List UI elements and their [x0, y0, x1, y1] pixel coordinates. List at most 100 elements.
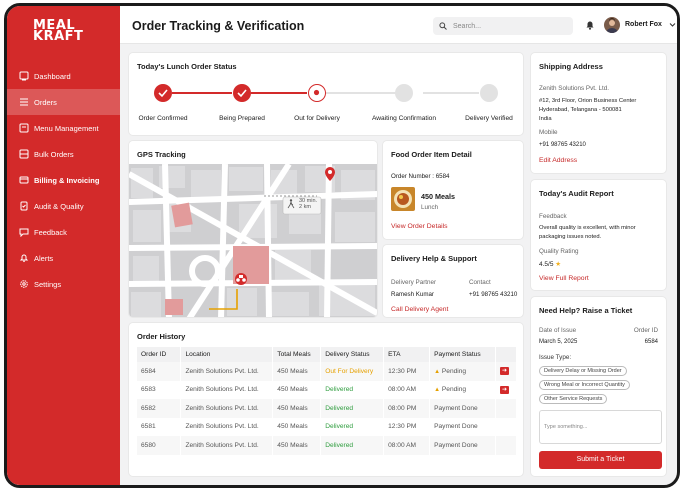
view-order-details-link[interactable]: View Order Details	[391, 223, 448, 230]
row-action-cell: ➜	[495, 362, 518, 381]
star-icon: ★	[555, 261, 562, 268]
sidebar-item-alerts[interactable]: Alerts	[7, 245, 120, 271]
ticket-textarea[interactable]: Type something...	[539, 410, 662, 444]
step-label: Delivery Verified	[465, 115, 513, 122]
call-delivery-agent-link[interactable]: Call Delivery Agent	[391, 306, 449, 313]
submit-ticket-button[interactable]: Submit a Ticket	[539, 451, 662, 469]
location-cell: Zenith Solutions Pvt. Ltd.	[180, 417, 274, 436]
search-input[interactable]: Search...	[433, 17, 573, 35]
eta-cell: 08:00 AM	[383, 436, 431, 455]
audit-report-card: Today's Audit Report Feedback Overall qu…	[530, 179, 667, 291]
menu-icon	[19, 123, 29, 133]
location-cell: Zenith Solutions Pvt. Ltd.	[180, 436, 274, 455]
sidebar: MEAL KRAFT Dashboard Orders Menu Manageme…	[7, 6, 120, 485]
sidebar-item-label: Billing & Invoicing	[34, 175, 100, 185]
table-row[interactable]: 6584 Zenith Solutions Pvt. Ltd. 450 Meal…	[137, 362, 518, 381]
order-history-table: Order ID Location Total Meals Delivery S…	[137, 347, 518, 455]
top-bar: Order Tracking & Verification Search... …	[120, 6, 677, 44]
sidebar-item-settings[interactable]: Settings	[7, 271, 120, 297]
eta-label: 30 min. 2 km	[299, 198, 318, 210]
sidebar-item-label: Orders	[34, 97, 57, 107]
order-id-value: 6584	[644, 339, 658, 345]
order-status-title: Today's Lunch Order Status	[137, 62, 237, 71]
billing-icon	[19, 176, 29, 184]
warning-icon: ▲	[434, 387, 441, 394]
quality-rating: 4.5/5 ★	[539, 261, 562, 268]
row-action-cell	[495, 417, 518, 436]
location-cell: Zenith Solutions Pvt. Ltd.	[180, 362, 274, 381]
sidebar-item-label: Settings	[34, 279, 62, 289]
location-cell: Zenith Solutions Pvt. Ltd.	[180, 399, 274, 418]
column-header: ETA	[383, 347, 431, 362]
walking-icon	[287, 199, 295, 209]
contact-label: Contact	[469, 279, 491, 286]
issue-option-wrong-meal[interactable]: Wrong Meal or Incorrect Quantity	[539, 380, 630, 390]
feedback-label: Feedback	[539, 213, 567, 220]
delivery-status-cell: Delivered	[320, 436, 385, 455]
app-window: MEAL KRAFT Dashboard Orders Menu Manageme…	[4, 3, 680, 488]
search-placeholder: Search...	[453, 22, 482, 30]
partner-name: Ramesh Kumar	[391, 291, 434, 298]
sidebar-item-orders[interactable]: Orders	[7, 89, 120, 115]
company-name: Zenith Solutions Pvt. Ltd.	[539, 85, 610, 92]
table-row[interactable]: 6581 Zenith Solutions Pvt. Ltd. 450 Meal…	[137, 417, 518, 436]
meals-cell: 450 Meals	[272, 362, 322, 381]
step-label: Awaiting Confirmation	[371, 115, 436, 122]
payment-status-cell: Payment Done	[429, 436, 496, 455]
sidebar-item-audit[interactable]: Audit & Quality	[7, 193, 120, 219]
avatar[interactable]	[604, 17, 620, 33]
meals-cell: 450 Meals	[272, 399, 322, 418]
main-area: Order Tracking & Verification Search... …	[120, 6, 677, 485]
payment-status-cell: ▲ Pending	[429, 362, 496, 381]
date-of-issue-label: Date of Issue	[539, 327, 577, 334]
map-pin-icon[interactable]	[323, 175, 324, 176]
delivery-help-title: Delivery Help & Support	[391, 254, 477, 263]
shipping-address-card: Shipping Address Zenith Solutions Pvt. L…	[530, 52, 667, 174]
issue-option-delivery-delay[interactable]: Delivery Delay or Missing Order	[539, 366, 627, 376]
step-connector	[172, 92, 232, 94]
arrow-right-icon[interactable]: ➜	[499, 385, 509, 394]
issue-option-other[interactable]: Other Service Requests	[539, 394, 608, 404]
order-id-label: Order ID	[633, 327, 658, 334]
check-icon	[237, 89, 247, 98]
delivery-help-card: Delivery Help & Support Delivery Partner…	[382, 244, 524, 318]
quality-rating-label: Quality Rating	[539, 248, 579, 255]
table-row[interactable]: 6583 Zenith Solutions Pvt. Ltd. 450 Meal…	[137, 380, 518, 399]
row-action-cell	[495, 436, 518, 455]
meals-cell: 450 Meals	[272, 417, 322, 436]
chevron-down-icon[interactable]	[669, 22, 676, 28]
delivery-status-cell: Out For Delivery	[320, 362, 385, 381]
table-row[interactable]: 6580 Zenith Solutions Pvt. Ltd. 450 Meal…	[137, 436, 518, 455]
sidebar-item-feedback[interactable]: Feedback	[7, 219, 120, 245]
order-number: Order Number : 6584	[391, 173, 450, 180]
column-header-action	[495, 347, 518, 362]
audit-title: Today's Audit Report	[539, 189, 614, 198]
current-dot-icon	[313, 89, 320, 96]
meal-type: Lunch	[421, 204, 439, 211]
table-row[interactable]: 6582 Zenith Solutions Pvt. Ltd. 450 Meal…	[137, 399, 518, 418]
arrow-right-icon[interactable]: ➜	[499, 367, 509, 376]
mobile-label: Mobile	[539, 129, 558, 136]
sidebar-item-label: Alerts	[34, 253, 54, 263]
sidebar-item-dashboard[interactable]: Dashboard	[7, 63, 120, 89]
column-header: Delivery Status	[320, 347, 385, 362]
meal-count: 450 Meals	[421, 192, 455, 201]
edit-address-link[interactable]: Edit Address	[539, 157, 578, 164]
sidebar-item-bulk-orders[interactable]: Bulk Orders	[7, 141, 120, 167]
step-label: Order Confirmed	[138, 115, 188, 122]
column-header: Total Meals	[272, 347, 322, 362]
bell-icon[interactable]	[585, 20, 595, 30]
settings-icon	[20, 280, 28, 288]
sidebar-item-billing[interactable]: Billing & Invoicing	[7, 167, 120, 193]
view-full-report-link[interactable]: View Full Report	[539, 275, 589, 282]
user-name[interactable]: Robert Fox	[625, 21, 662, 28]
order-id-cell: 6580	[137, 436, 182, 455]
ticket-title: Need Help? Raise a Ticket	[539, 306, 633, 315]
search-icon	[439, 22, 447, 30]
sidebar-item-menu-management[interactable]: Menu Management	[7, 115, 120, 141]
address-line-2: Hyderabad, Telangana - 500081	[539, 107, 622, 113]
delivery-status-cell: Delivered	[320, 399, 385, 418]
brand-logo[interactable]: MEAL KRAFT	[33, 18, 84, 44]
map[interactable]	[129, 164, 378, 318]
feedback-text-1: Overall quality is excellent, with minor	[539, 225, 636, 231]
